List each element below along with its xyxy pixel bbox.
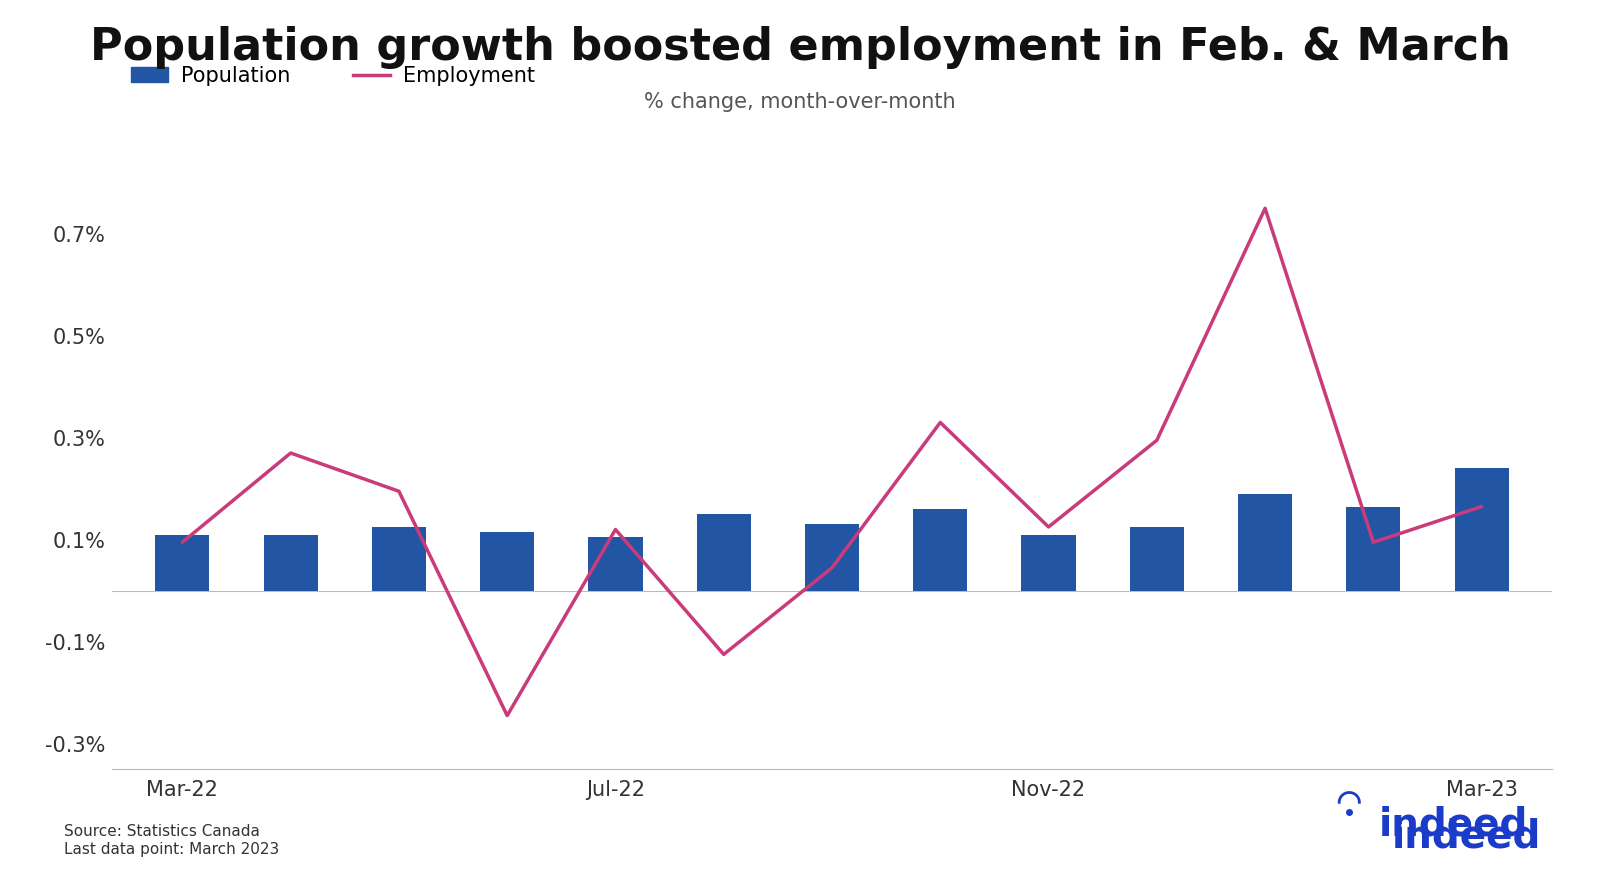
Text: indeed: indeed	[1379, 806, 1528, 843]
Bar	[1238, 494, 1293, 591]
Bar	[589, 538, 643, 591]
Text: indeed: indeed	[1392, 817, 1541, 856]
Bar	[914, 509, 968, 591]
Bar	[1346, 507, 1400, 591]
Bar	[696, 514, 750, 591]
Text: % change, month-over-month: % change, month-over-month	[645, 92, 955, 112]
Bar	[805, 524, 859, 591]
Text: Population growth boosted employment in Feb. & March: Population growth boosted employment in …	[90, 26, 1510, 69]
Bar	[371, 527, 426, 591]
Legend: Population, Employment: Population, Employment	[123, 58, 542, 94]
Bar	[264, 535, 318, 591]
Text: Source: Statistics Canada
Last data point: March 2023: Source: Statistics Canada Last data poin…	[64, 824, 280, 857]
Bar	[1021, 535, 1075, 591]
Bar	[1454, 468, 1509, 591]
Bar	[155, 535, 210, 591]
Bar	[1130, 527, 1184, 591]
Bar	[480, 532, 534, 591]
Text: ındeed: ındeed	[1256, 788, 1405, 826]
